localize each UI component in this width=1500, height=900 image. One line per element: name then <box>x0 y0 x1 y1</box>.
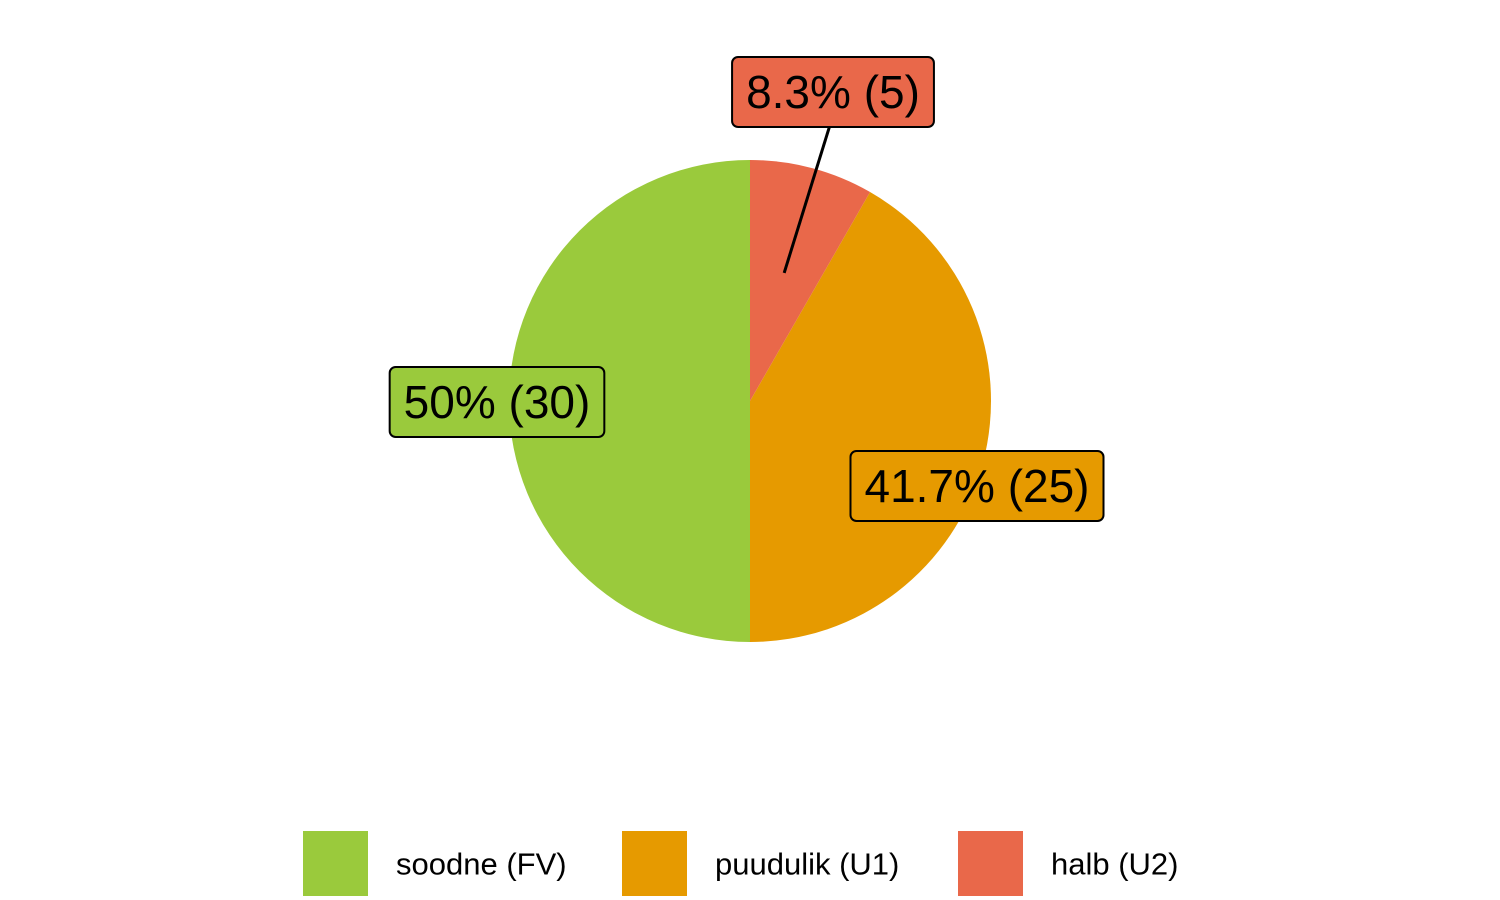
pie-slice <box>750 160 871 401</box>
pie-slice <box>750 192 992 643</box>
label-box <box>849 450 1105 522</box>
legend-key <box>622 831 687 896</box>
label-text: 41.7% (25) <box>864 460 1089 512</box>
legend-label: soodne (FV) <box>396 847 567 882</box>
data-label: 41.7% (25) <box>849 450 1105 522</box>
pie-slice <box>509 160 750 642</box>
label-text: 50% (30) <box>404 376 591 428</box>
label-box <box>731 56 935 128</box>
label-leader <box>782 124 832 274</box>
label-text: 8.3% (5) <box>746 66 920 118</box>
data-label: 8.3% (5) <box>731 56 935 274</box>
label-box <box>388 366 606 438</box>
data-label: 50% (30) <box>388 366 606 438</box>
legend-key <box>303 831 368 896</box>
legend-label: halb (U2) <box>1051 847 1179 882</box>
legend-label: puudulik (U1) <box>715 847 899 882</box>
legend-key <box>958 831 1023 896</box>
